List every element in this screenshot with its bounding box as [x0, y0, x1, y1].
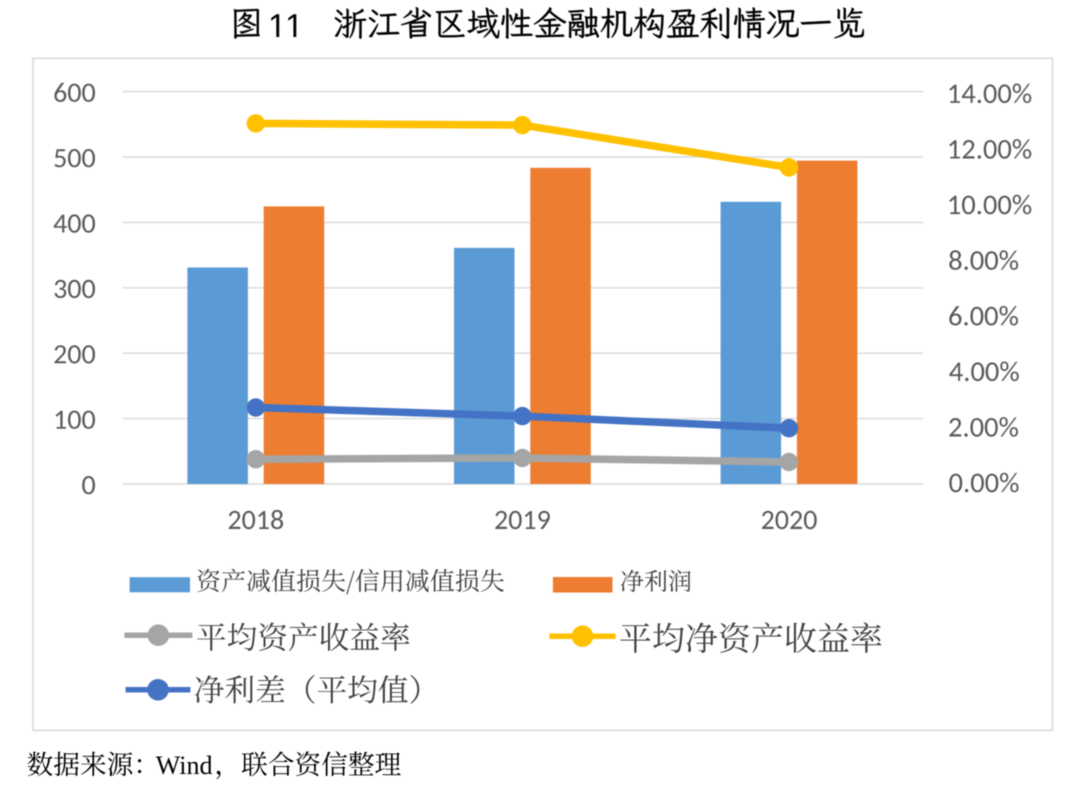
svg-text:Wind: Wind [156, 751, 213, 780]
